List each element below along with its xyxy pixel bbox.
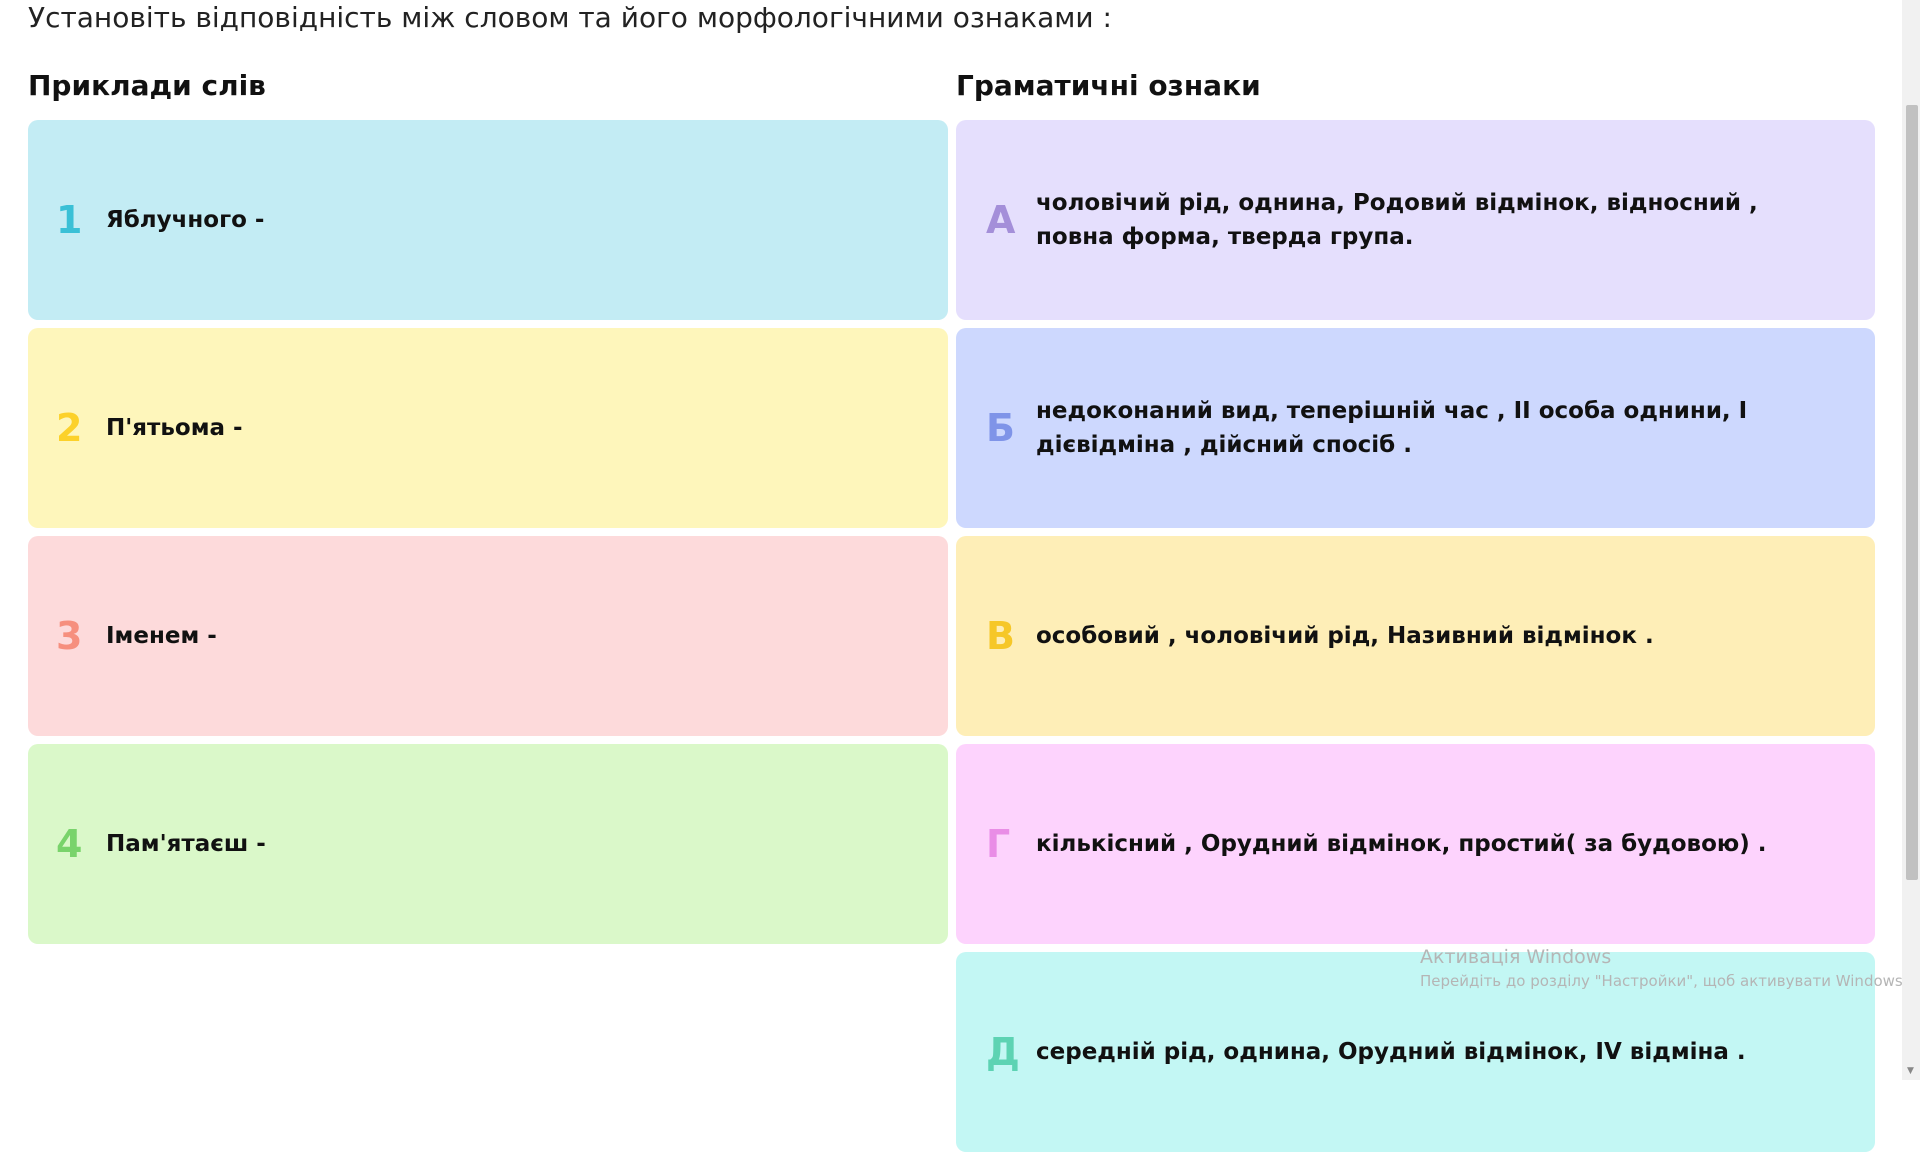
card-text: чоловічий рід, однина, Родовий відмінок,… [1036, 190, 1758, 250]
watermark-subtitle: Перейдіть до розділу "Настройки", щоб ак… [1420, 972, 1908, 990]
left-card[interactable]: 2 П'ятьома - [28, 328, 948, 528]
left-card[interactable]: 3 Іменем - [28, 536, 948, 736]
card-label: Б [986, 406, 1015, 450]
card-label: А [986, 198, 1016, 242]
left-card[interactable]: 4 Пам'ятаєш - [28, 744, 948, 944]
right-column-heading: Граматичні ознаки [956, 69, 1261, 102]
scroll-down-arrow-icon[interactable]: ▼ [1907, 1066, 1914, 1076]
card-text: П'ятьома - [106, 415, 243, 441]
card-text: особовий , чоловічий рід, Називний відмі… [1036, 623, 1654, 649]
task-instruction: Установіть відповідність між словом та й… [28, 1, 1112, 34]
card-text: кількісний , Орудний відмінок, простий( … [1036, 831, 1767, 857]
scrollbar-thumb[interactable] [1906, 105, 1918, 880]
watermark-title: Активація Windows [1420, 946, 1612, 968]
card-text: Пам'ятаєш - [106, 831, 266, 857]
card-label: Д [986, 1030, 1020, 1074]
left-column-heading: Приклади слів [28, 69, 266, 102]
card-text: Іменем - [106, 623, 217, 649]
card-text: середній рід, однина, Орудний відмінок, … [1036, 1039, 1746, 1065]
card-label: 4 [56, 822, 83, 866]
card-label: 1 [56, 198, 83, 242]
card-label: В [986, 614, 1015, 658]
card-text: Яблучного - [106, 207, 265, 233]
card-label: 2 [56, 406, 83, 450]
card-label: 3 [56, 614, 83, 658]
windows-activation-watermark: Активація Windows Перейдіть до розділу "… [1420, 946, 1908, 990]
page-scrollbar[interactable]: ▼ [1902, 0, 1920, 1080]
card-label: Г [986, 822, 1011, 866]
card-text: недоконаний вид, теперішній час , ІІ осо… [1036, 398, 1748, 458]
left-card[interactable]: 1 Яблучного - [28, 120, 948, 320]
